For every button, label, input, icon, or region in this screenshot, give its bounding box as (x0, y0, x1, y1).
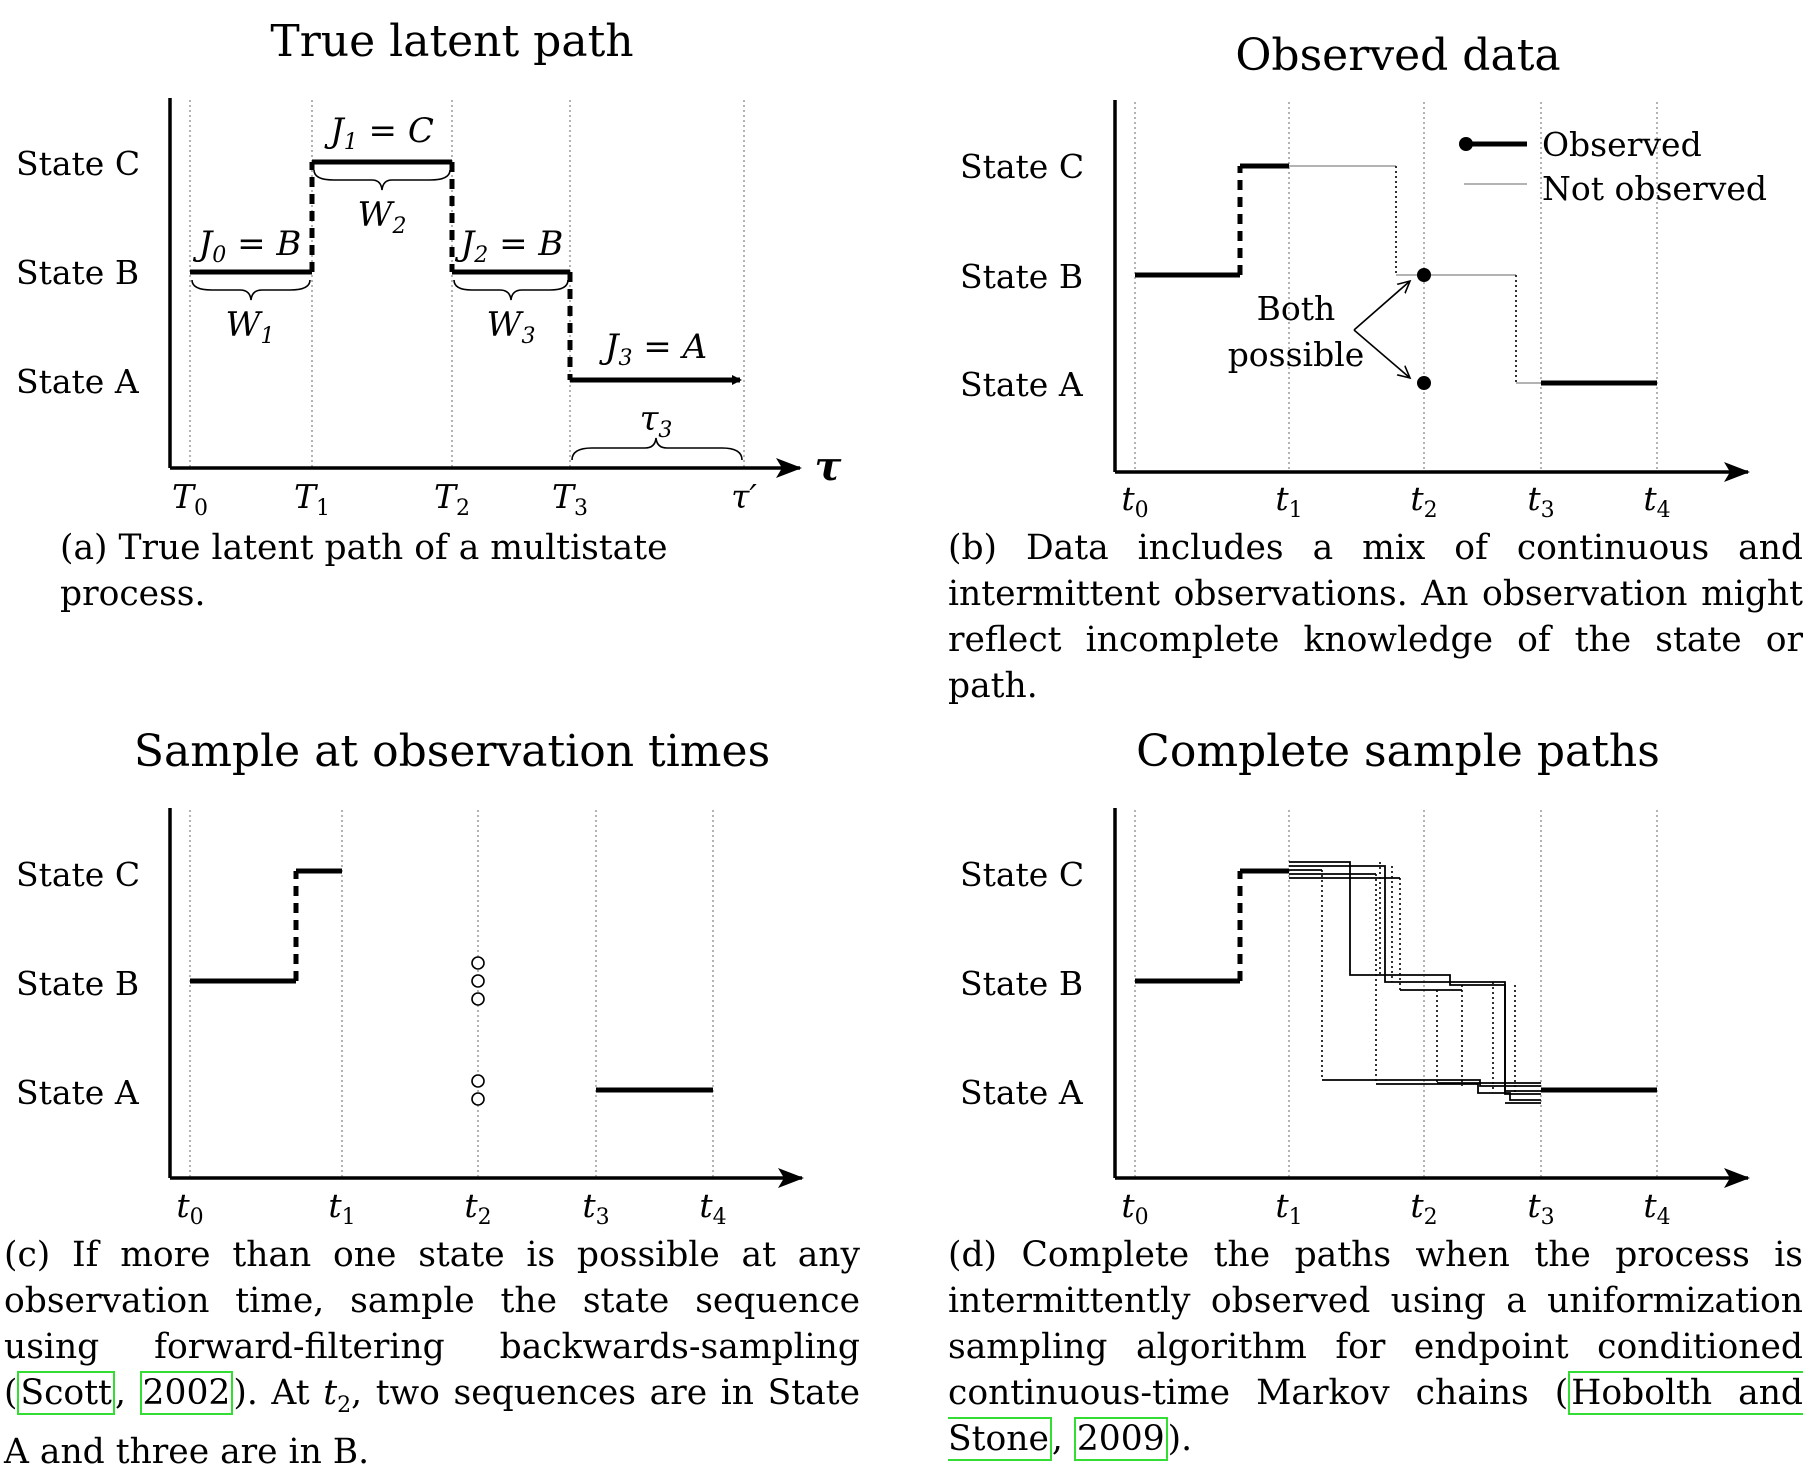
panel-a-tick-1: T1 (294, 477, 330, 521)
panel-b-point-b (1417, 268, 1431, 282)
panel-d-state-b: State B (960, 964, 1083, 1003)
panel-a-brace-w3 (453, 279, 569, 301)
panel-a-state-a: State A (16, 362, 140, 401)
panel-d-tick-0: t0 (1121, 1186, 1148, 1230)
citation-scott-link[interactable]: Scott (17, 1371, 115, 1415)
panel-b-legend-not-observed: Not observed (1542, 169, 1767, 208)
panel-d-sample-path-2 (1289, 865, 1541, 1092)
panel-d-caption: (d) Complete the paths when the process … (948, 1235, 1803, 1461)
panel-b-tick-4: t4 (1643, 479, 1670, 523)
panel-b-arrow-up (1353, 281, 1410, 331)
panel-d-tick-4: t4 (1643, 1186, 1670, 1230)
panel-d: Complete sample paths State C State B St… (960, 726, 1750, 1230)
panel-d-title: Complete sample paths (1136, 726, 1660, 777)
panel-a: True latent path State C State B State A… (16, 16, 842, 521)
panel-b-title: Observed data (1235, 30, 1560, 81)
panel-c-state-c: State C (16, 855, 140, 894)
panel-d-sample-path-4-a (1376, 1083, 1541, 1101)
panel-d-state-c: State C (960, 855, 1084, 894)
panel-b-tick-2: t2 (1410, 479, 1437, 523)
panel-d-tick-1: t1 (1275, 1186, 1302, 1230)
panel-b-tick-0: t0 (1121, 479, 1148, 523)
panel-c-tick-2: t2 (464, 1186, 491, 1230)
panel-a-caption: (a) True latent path of a multistate pro… (60, 528, 668, 614)
panel-a-label-w3: W3 (487, 305, 536, 349)
panel-a-label-j3: J3 = A (599, 327, 707, 371)
panel-b-state-b: State B (960, 257, 1083, 296)
panel-b-legend-observed-dot (1459, 137, 1473, 151)
panel-a-brace-tau3 (571, 437, 743, 461)
panel-a-label-w2: W2 (358, 195, 407, 239)
panel-c-sample-b-2 (471, 974, 485, 988)
panel-c-tick-1: t1 (328, 1186, 355, 1230)
panel-c-state-a: State A (16, 1073, 140, 1112)
citation-2002-link[interactable]: 2002 (139, 1371, 234, 1415)
panel-d-sample-path-1 (1289, 861, 1541, 1095)
panel-b-state-a: State A (960, 365, 1084, 404)
panel-c-sample-a-2 (471, 1092, 485, 1106)
citation-2009-link[interactable]: 2009 (1073, 1417, 1168, 1461)
panel-a-tick-0: T0 (172, 477, 208, 521)
panel-b-tick-3: t3 (1527, 479, 1554, 523)
panel-b-tick-1: t1 (1275, 479, 1302, 523)
panel-a-label-w1: W1 (226, 305, 275, 349)
panel-a-state-b: State B (16, 253, 139, 292)
panel-c-tick-3: t3 (582, 1186, 609, 1230)
figure: True latent path State C State B State A… (16, 16, 1767, 1230)
panel-a-label-j2: J2 = B (455, 224, 564, 268)
panel-c-sample-b-3 (471, 992, 485, 1006)
panel-b-legend-observed: Observed (1542, 125, 1702, 164)
panel-c-state-b: State B (16, 964, 139, 1003)
panel-a-state-c: State C (16, 144, 140, 183)
panel-d-tick-3: t3 (1527, 1186, 1554, 1230)
panel-d-tick-2: t2 (1410, 1186, 1437, 1230)
panel-a-label-j0: J0 = B (193, 224, 302, 268)
panel-c-tick-4: t4 (699, 1186, 726, 1230)
panel-c: Sample at observation times State C Stat… (16, 726, 804, 1230)
panel-b-annotation-2: possible (1228, 335, 1365, 374)
panel-c-sample-b-1 (471, 956, 485, 970)
panel-a-label-j1: J1 = C (324, 111, 434, 155)
panel-a-axis-symbol: τ (815, 443, 842, 490)
panel-a-tick-3: T3 (552, 477, 588, 521)
panel-c-tick-0: t0 (176, 1186, 203, 1230)
panel-a-title: True latent path (270, 16, 633, 67)
panel-a-tick-4: τ′ (731, 477, 757, 516)
panel-b-annotation-1: Both (1257, 289, 1336, 328)
panel-c-sample-a-1 (471, 1074, 485, 1088)
panel-b: Observed data State C State B State A Bo… (960, 30, 1767, 523)
panel-a-label-tau3: τ3 (640, 399, 673, 443)
panel-a-brace-w2 (313, 169, 451, 191)
panel-b-arrow-down (1353, 329, 1410, 378)
panel-a-brace-w1 (191, 279, 311, 301)
panel-a-tick-2: T2 (434, 477, 470, 521)
panel-b-state-c: State C (960, 147, 1084, 186)
panel-b-caption: (b) Data includes a mix of continuous an… (948, 528, 1803, 706)
panel-c-caption: (c) If more than one state is possible a… (4, 1235, 860, 1472)
panel-d-state-a: State A (960, 1073, 1084, 1112)
panel-b-point-a (1417, 376, 1431, 390)
panel-c-title: Sample at observation times (134, 726, 770, 777)
